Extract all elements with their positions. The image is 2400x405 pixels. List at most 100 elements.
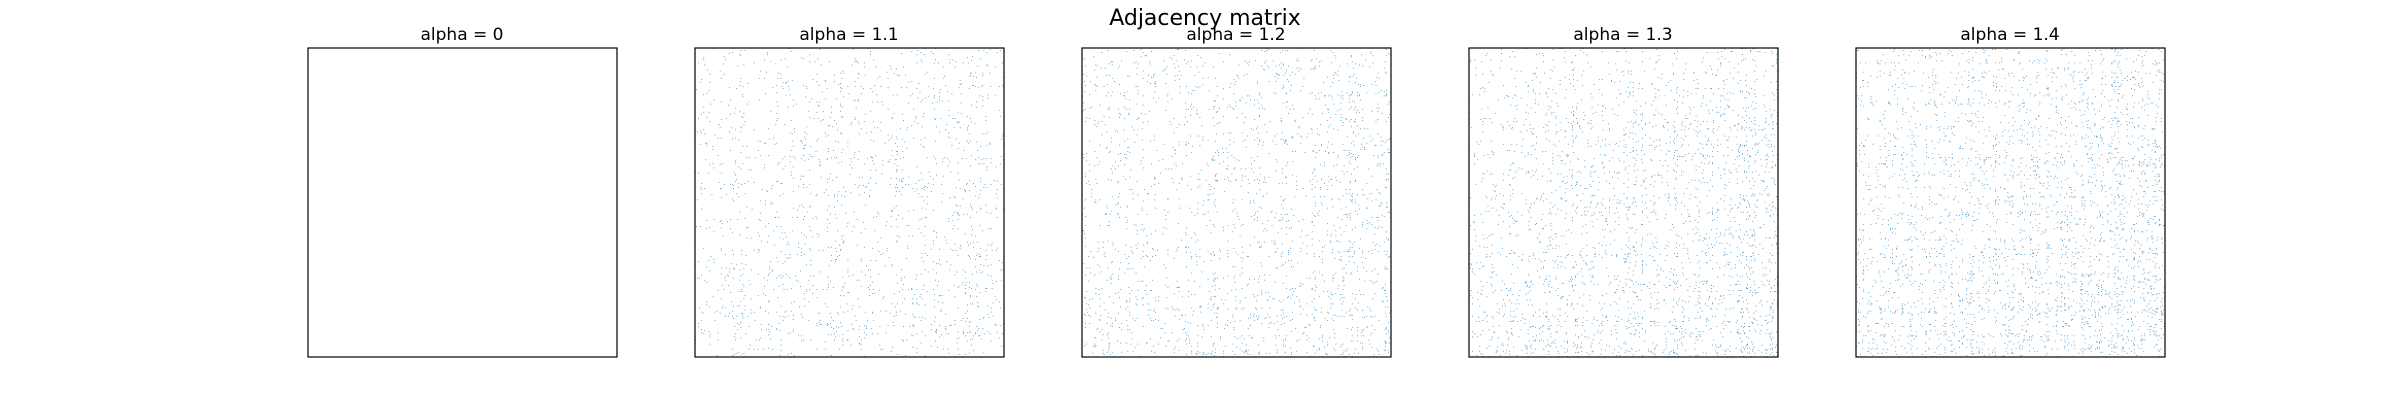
matrix-dot [1774,135,1775,136]
matrix-dot [1773,66,1774,67]
matrix-dot [837,194,838,195]
matrix-dot [1694,73,1695,74]
matrix-dot [1138,243,1139,244]
matrix-dot [730,184,731,185]
matrix-dot [1197,114,1198,115]
matrix-dot [1269,308,1270,309]
matrix-dot [1088,256,1089,257]
matrix-dot [1569,170,1570,171]
matrix-dot [1315,285,1316,286]
matrix-dot [1389,102,1390,103]
matrix-dot [1108,179,1109,180]
matrix-dot [700,144,701,145]
matrix-dot [765,93,766,94]
matrix-dot [985,116,986,117]
matrix-dot [948,221,949,222]
matrix-dot [1352,92,1353,93]
matrix-dot [1504,97,1505,98]
matrix-dot [1242,177,1243,178]
matrix-dot [1147,343,1148,344]
matrix-dot [1203,324,1204,325]
matrix-dot [709,74,710,75]
matrix-dot [1707,52,1708,53]
matrix-dot [1776,54,1777,55]
matrix-dot [1772,161,1773,162]
matrix-dot [1272,241,1273,242]
matrix-dot [1559,141,1560,142]
matrix-dot [1229,54,1230,55]
matrix-dot [991,162,992,163]
matrix-dot [836,326,837,327]
matrix-dot [1090,316,1091,317]
matrix-dot [1148,310,1149,311]
matrix-dot [1744,145,1745,146]
matrix-dot [945,329,946,330]
matrix-dot [859,177,860,178]
matrix-dot [835,336,836,337]
matrix-dot [1341,114,1342,115]
matrix-dot [1539,53,1540,54]
matrix-dot [1731,129,1732,130]
matrix-dot [1550,107,1551,108]
matrix-dot [776,257,777,258]
matrix-dot [1266,317,1267,318]
matrix-dot [1193,311,1194,312]
matrix-dot [1362,147,1363,148]
matrix-dot [701,114,702,115]
matrix-dot [1000,163,1001,164]
matrix-dot [842,243,843,244]
matrix-dot [1240,349,1241,350]
matrix-dot [847,339,848,340]
matrix-dot [922,317,923,318]
matrix-dot [1220,336,1221,337]
matrix-dot [1367,128,1368,129]
matrix-dot [1766,121,1767,122]
matrix-dot [788,81,789,82]
matrix-dot [859,344,860,345]
matrix-dot [1307,246,1308,247]
matrix-dot [896,178,897,179]
matrix-dot [971,121,972,122]
matrix-dot [1490,174,1491,175]
matrix-dot [1366,220,1367,221]
matrix-dot [1322,341,1323,342]
matrix-dot [908,211,909,212]
matrix-dot [842,71,843,72]
matrix-dot [1086,183,1087,184]
matrix-dot [1283,313,1284,314]
matrix-dot [851,192,852,193]
matrix-dot [1095,346,1096,347]
matrix-dot [999,260,1000,261]
matrix-dot [1223,278,1224,279]
matrix-dot [1664,127,1665,128]
matrix-dot [1132,253,1133,254]
matrix-dot [945,326,946,327]
matrix-dot [916,348,917,349]
matrix-dot [1492,174,1493,175]
matrix-dot [1218,308,1219,309]
matrix-dot [1385,284,1386,285]
matrix-dot [827,179,828,180]
matrix-dot [1206,354,1207,355]
matrix-dot [858,100,859,101]
matrix-dot [830,313,831,314]
matrix-dot [1196,261,1197,262]
matrix-dot [1323,291,1324,292]
matrix-dot [888,78,889,79]
matrix-dot [739,306,740,307]
matrix-dot [1223,351,1224,352]
matrix-dot [1683,73,1684,74]
matrix-dot [845,191,846,192]
matrix-dot [864,325,865,326]
matrix-dot [1112,323,1113,324]
matrix-dot [873,320,874,321]
matrix-dot [1257,100,1258,101]
matrix-dot [1282,132,1283,133]
matrix-dot [859,123,860,124]
matrix-dot [1266,230,1267,231]
matrix-dot [916,88,917,89]
matrix-dot [1146,285,1147,286]
matrix-dot [901,87,902,88]
matrix-dot [1744,160,1745,161]
matrix-dot [1626,91,1627,92]
